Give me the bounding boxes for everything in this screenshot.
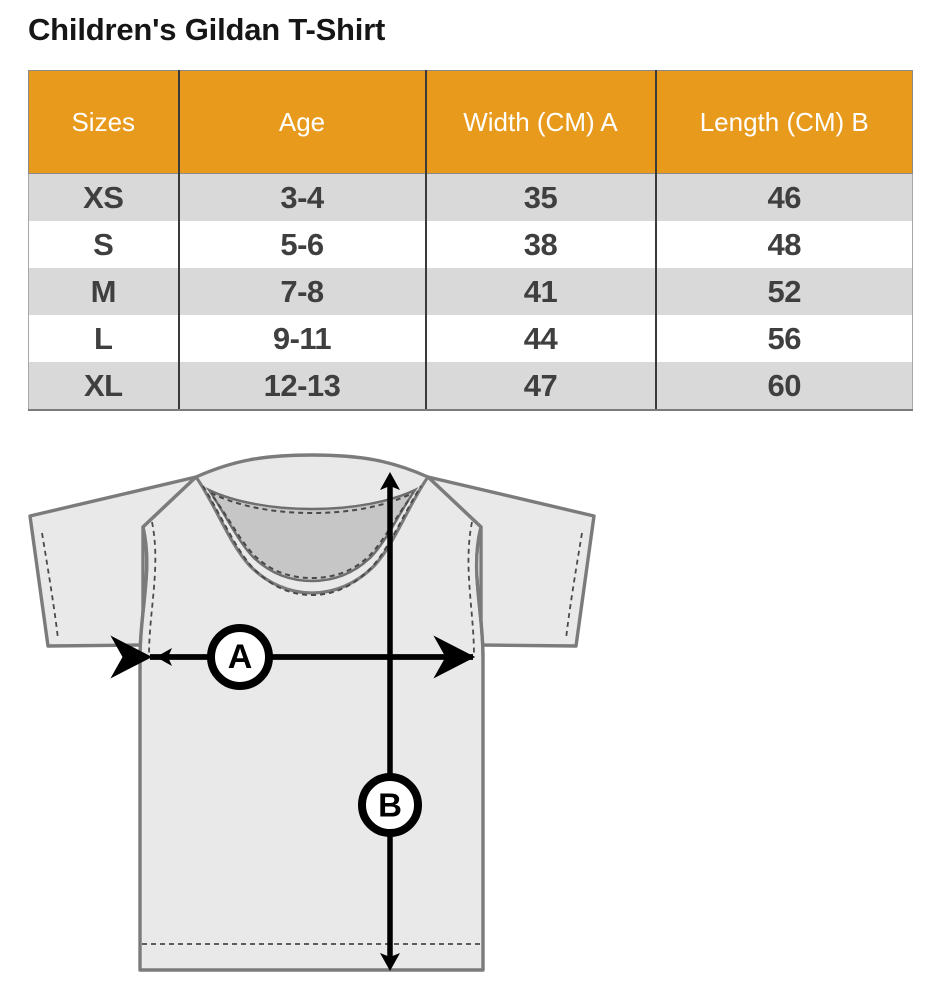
column-header-sizes: Sizes	[28, 70, 180, 174]
cell-age: 5-6	[178, 221, 427, 268]
cell-width: 38	[425, 221, 657, 268]
collar-outer-edge	[194, 476, 430, 595]
cell-size: M	[28, 268, 180, 315]
width-arrow-head-left	[156, 648, 172, 666]
table-row: XL 12-13 47 60	[28, 362, 913, 411]
cell-age: 7-8	[178, 268, 427, 315]
collar-inner-stitch	[212, 496, 412, 580]
cell-width: 41	[425, 268, 657, 315]
column-header-age: Age	[178, 70, 427, 174]
cell-size: S	[28, 221, 180, 268]
collar-band	[205, 486, 419, 583]
marker-a-label: A	[228, 638, 253, 676]
table-row: M 7-8 41 52	[28, 268, 913, 315]
cell-age: 3-4	[178, 173, 427, 221]
table-row: L 9-11 44 56	[28, 315, 913, 362]
column-header-width: Width (CM) A	[425, 70, 657, 174]
cell-width: 47	[425, 362, 657, 411]
tshirt-body-shape	[28, 453, 596, 972]
cell-length: 48	[655, 221, 913, 268]
tshirt-measurement-diagram: A B	[0, 430, 940, 1007]
measurement-marker-b: B	[358, 472, 422, 971]
right-armhole-seam	[475, 526, 485, 658]
cell-length: 56	[655, 315, 913, 362]
table-header-row: Sizes Age Width (CM) A Length (CM) B	[28, 70, 913, 174]
cell-size: XS	[28, 173, 180, 221]
marker-b-label: B	[378, 787, 402, 824]
size-chart-table-container: Sizes Age Width (CM) A Length (CM) B XS …	[28, 70, 913, 411]
table-row: XS 3-4 35 46	[28, 173, 913, 221]
cell-length: 60	[655, 362, 913, 411]
cell-age: 9-11	[178, 315, 427, 362]
length-arrow-head-bottom	[380, 953, 400, 971]
table-row: S 5-6 38 48	[28, 221, 913, 268]
length-arrow-head-top	[380, 472, 400, 490]
collar-band-stitch	[210, 492, 414, 515]
measurement-marker-a: A	[110, 624, 476, 690]
cell-length: 46	[655, 173, 913, 221]
width-arrow-head-right	[451, 648, 467, 666]
cell-size: XL	[28, 362, 180, 411]
left-sleeve-hem-stitch	[41, 532, 59, 640]
marker-a-circle	[207, 624, 273, 690]
collar-outer-stitch	[202, 485, 422, 597]
cell-width: 44	[425, 315, 657, 362]
cell-age: 12-13	[178, 362, 427, 411]
column-header-length: Length (CM) B	[655, 70, 913, 174]
marker-b-circle	[358, 773, 422, 837]
cell-size: L	[28, 315, 180, 362]
stitching-detail	[41, 485, 583, 945]
right-sleeve-hem-stitch	[565, 532, 583, 640]
page-title: Children's Gildan T-Shirt	[28, 12, 386, 47]
cell-length: 52	[655, 268, 913, 315]
size-chart-table: Sizes Age Width (CM) A Length (CM) B XS …	[28, 70, 913, 411]
cell-width: 35	[425, 173, 657, 221]
